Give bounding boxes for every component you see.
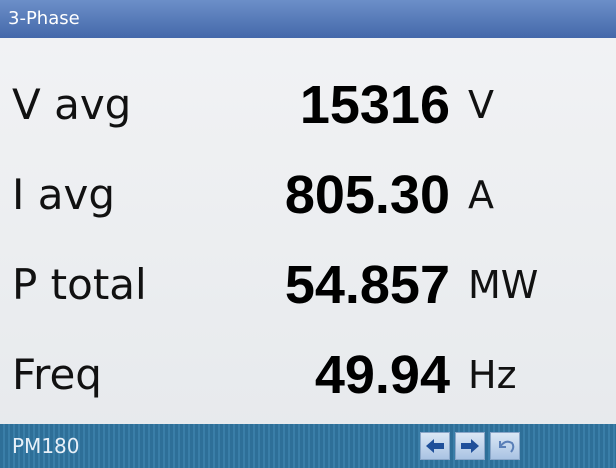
undo-icon	[491, 433, 519, 459]
reading-label: V avg	[12, 60, 131, 150]
reading-unit: Hz	[468, 330, 517, 420]
reading-label: Freq	[12, 330, 102, 420]
right-arrow-icon	[456, 433, 484, 459]
device-name: PM180	[12, 424, 80, 468]
reading-value: 54.857	[285, 240, 450, 330]
reading-unit: MW	[468, 240, 538, 330]
reading-value: 805.30	[285, 150, 450, 240]
screen-title: 3-Phase	[8, 8, 80, 29]
next-button[interactable]	[455, 432, 485, 460]
prev-button[interactable]	[420, 432, 450, 460]
back-button[interactable]	[490, 432, 520, 460]
reading-label: P total	[12, 240, 147, 330]
title-bar: 3-Phase	[0, 0, 616, 38]
left-arrow-icon	[421, 433, 449, 459]
reading-value: 15316	[300, 60, 450, 150]
reading-unit: A	[468, 150, 494, 240]
reading-label: I avg	[12, 150, 115, 240]
reading-unit: V	[468, 60, 494, 150]
device-screen: 3-Phase V avg 15316V I avg 805.30A P total 54…	[0, 0, 616, 468]
reading-value: 49.94	[315, 330, 450, 420]
footer-bar: PM180	[0, 424, 616, 468]
